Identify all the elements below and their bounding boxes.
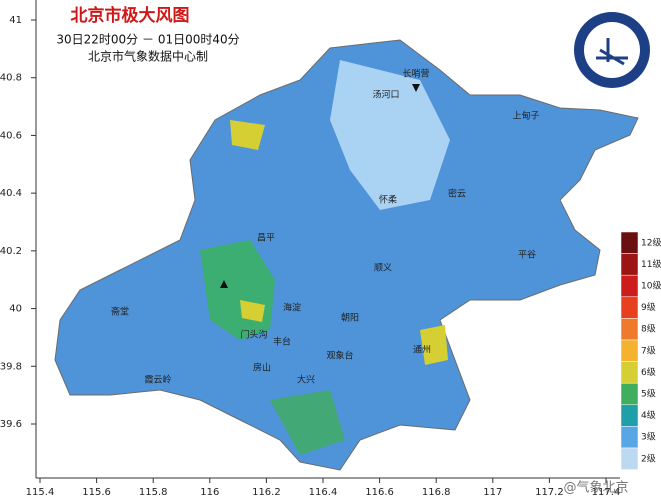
source: 北京市气象数据中心制 (88, 49, 208, 64)
place-label: 海淀 (283, 302, 301, 314)
legend-swatch (620, 274, 639, 298)
x-tick-label: 115.8 (139, 487, 168, 498)
legend-label: 11级 (641, 258, 661, 270)
strong-wind-core (420, 325, 448, 365)
place-label: 大兴 (297, 374, 315, 386)
y-tick-label: 40.2 (0, 246, 22, 257)
x-tick-label: 117.2 (535, 487, 564, 498)
strong-wind-core (240, 300, 265, 322)
x-tick-label: 116 (200, 487, 219, 498)
legend-label: 9级 (641, 301, 656, 313)
place-label: 怀柔 (379, 194, 397, 206)
legend-label: 10级 (641, 280, 661, 292)
y-tick-label: 39.6 (0, 419, 22, 430)
legend-swatch (620, 361, 639, 384)
y-tick-label: 41 (9, 15, 22, 26)
y-tick-label: 40.6 (0, 130, 22, 141)
place-label: 顺义 (374, 263, 392, 274)
place-label: 斋堂 (111, 306, 129, 318)
x-tick-label: 116.6 (365, 487, 394, 498)
legend-swatch (620, 253, 639, 276)
place-label: 霞云岭 (144, 374, 171, 386)
y-tick-label: 39.8 (0, 361, 22, 372)
legend-label: 8级 (641, 323, 656, 335)
place-label: 昌平 (257, 233, 275, 244)
logo-inner (584, 22, 640, 78)
x-tick-label: 117 (483, 487, 502, 498)
x-tick-label: 117.4 (592, 487, 621, 498)
strong-wind-core (230, 120, 265, 150)
legend-swatch (620, 404, 639, 427)
y-tick-label: 40.8 (0, 73, 22, 84)
legend-swatch (620, 231, 639, 254)
watermark: @气象北京 (563, 480, 628, 496)
light-wind-area (330, 60, 450, 210)
station-marker (412, 84, 420, 92)
x-tick-label: 116.8 (422, 487, 451, 498)
beijing-region (54, 39, 639, 471)
logo-mark (596, 38, 628, 66)
place-label: 朝阳 (341, 313, 359, 324)
legend-label: 7级 (641, 344, 656, 356)
legend-swatch (620, 382, 639, 406)
place-label: 房山 (253, 362, 271, 374)
place-label: 汤河口 (372, 89, 399, 101)
x-tick-label: 116.2 (252, 487, 281, 498)
x-tick-label: 115.4 (26, 487, 55, 498)
legend-swatch (620, 339, 639, 362)
legend-label: 4级 (641, 409, 656, 421)
place-label: 通州 (413, 345, 431, 356)
legend-label: 5级 (641, 388, 656, 400)
x-tick-label: 116.4 (309, 487, 338, 498)
legend-label: 3级 (641, 431, 656, 443)
time-range: 30日22时00分 － 01日00时40分 (56, 33, 239, 47)
legend-swatch (620, 447, 639, 470)
legend-label: 2级 (641, 452, 656, 464)
legend-swatch (620, 318, 639, 341)
place-label: 观象台 (326, 350, 353, 362)
place-label: 上甸子 (512, 110, 539, 122)
place-label: 门头沟 (240, 329, 267, 341)
y-tick-label: 40 (9, 304, 22, 315)
place-label: 密云 (448, 188, 466, 200)
moderate-wind-area (270, 390, 345, 455)
legend-label: 12级 (641, 236, 661, 248)
legend-label: 6级 (641, 366, 656, 378)
place-label: 丰台 (273, 336, 291, 348)
place-label: 长哨营 (402, 68, 429, 80)
x-tick-label: 115.6 (82, 487, 111, 498)
y-tick-label: 40.4 (0, 188, 22, 199)
title: 北京市极大风图 (71, 5, 190, 26)
legend-swatch (620, 426, 639, 449)
place-label: 平谷 (518, 250, 536, 261)
station-marker (220, 280, 228, 288)
legend-swatch (620, 296, 639, 319)
